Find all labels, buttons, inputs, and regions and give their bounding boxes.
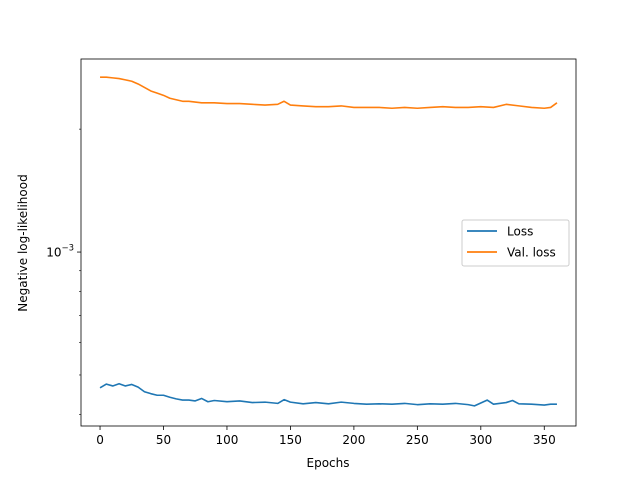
x-tick-label: 150 — [279, 433, 302, 447]
x-tick-label: 250 — [406, 433, 429, 447]
y-axis-label: Negative log-likelihood — [16, 174, 30, 311]
series-line-loss — [99, 382, 557, 407]
plot-area-frame — [80, 58, 577, 427]
x-tick-label: 100 — [216, 433, 239, 447]
legend: Loss Val. loss — [461, 219, 570, 267]
legend-label-val-loss: Val. loss — [507, 246, 556, 260]
x-axis-label: Epochs — [307, 456, 350, 470]
x-tick-label: 50 — [156, 433, 171, 447]
series-line-val-loss — [100, 76, 558, 110]
x-axis: 0 50 100 150 200 250 300 350 — [96, 426, 556, 447]
x-tick-label: 0 — [96, 433, 104, 447]
legend-label-loss: Loss — [507, 225, 533, 239]
x-tick-label: 200 — [342, 433, 365, 447]
x-tick-label: 350 — [533, 433, 556, 447]
series-layer — [99, 76, 558, 407]
x-tick-label: 300 — [469, 433, 492, 447]
